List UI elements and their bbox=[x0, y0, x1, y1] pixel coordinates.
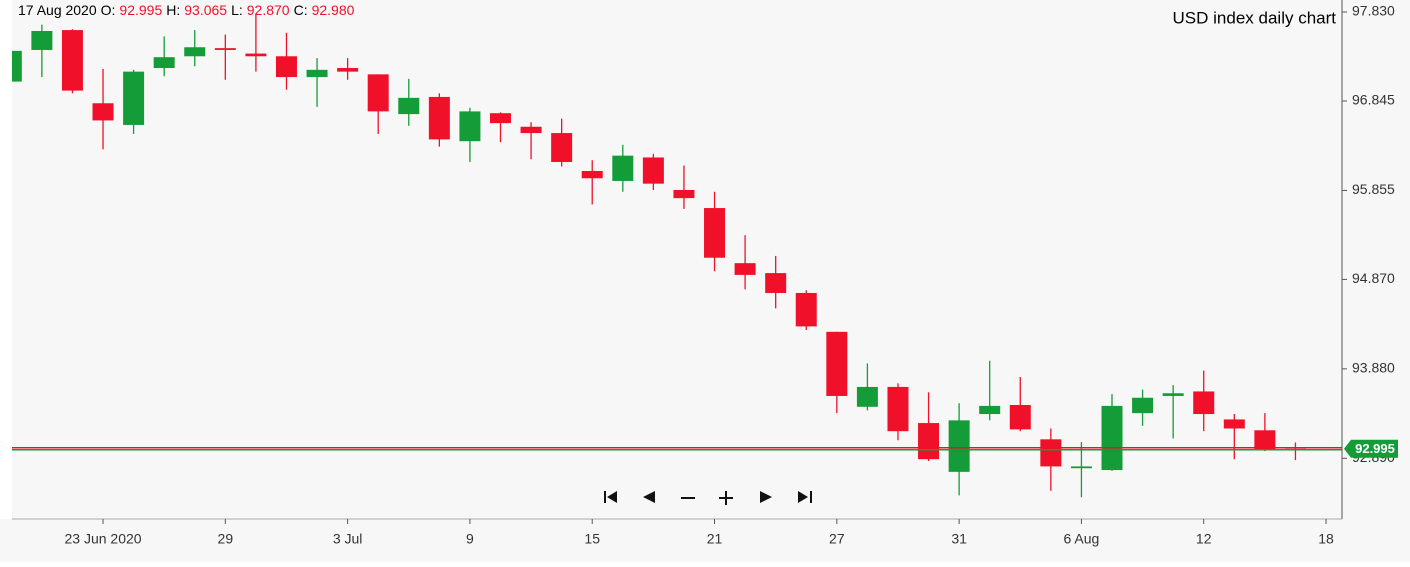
last-price-tag bbox=[1344, 439, 1398, 458]
next-button[interactable] bbox=[755, 487, 777, 509]
candle-body bbox=[918, 423, 940, 460]
candle-body bbox=[1101, 405, 1123, 471]
candle-body bbox=[184, 47, 206, 57]
last-button[interactable] bbox=[794, 487, 816, 509]
x-tick-label: 23 Jun 2020 bbox=[64, 531, 141, 547]
candle-body bbox=[367, 74, 389, 112]
candle-body bbox=[214, 48, 236, 50]
candle-body bbox=[795, 292, 817, 327]
y-tick-label: 96.845 bbox=[1352, 92, 1395, 108]
candle-body bbox=[979, 405, 1001, 415]
header-value: 92.995 bbox=[119, 2, 162, 18]
candle-body bbox=[1223, 419, 1245, 429]
candle-body bbox=[581, 171, 603, 179]
header-date: 17 Aug 2020 bbox=[18, 2, 97, 18]
candle-body bbox=[734, 263, 756, 275]
candle-body bbox=[1009, 404, 1031, 430]
last-price-label: 92.995 bbox=[1355, 441, 1395, 456]
candle-body bbox=[948, 420, 970, 472]
candle-body bbox=[887, 386, 909, 432]
header-value: 92.870 bbox=[247, 2, 290, 18]
candle-body bbox=[398, 97, 420, 115]
candle-body bbox=[123, 71, 145, 125]
zoom-out-button[interactable] bbox=[677, 487, 699, 509]
x-tick-label: 3 Jul bbox=[333, 531, 363, 547]
candle-body bbox=[306, 69, 328, 78]
x-tick-label: 31 bbox=[951, 531, 967, 547]
candle-body bbox=[337, 68, 359, 72]
x-tick-label: 6 Aug bbox=[1064, 531, 1100, 547]
header-value: 93.065 bbox=[184, 2, 227, 18]
header-value: 92.980 bbox=[312, 2, 355, 18]
chart-title: USD index daily chart bbox=[1173, 8, 1337, 27]
candle-body bbox=[642, 157, 664, 184]
candle-body bbox=[31, 30, 53, 50]
candle-body bbox=[245, 53, 267, 57]
header-label: H: bbox=[166, 2, 180, 18]
navigation bbox=[600, 487, 816, 509]
x-tick-label: 12 bbox=[1196, 531, 1212, 547]
y-tick-label: 94.870 bbox=[1352, 270, 1395, 286]
candle-body bbox=[612, 155, 634, 181]
axis-area bbox=[0, 519, 1342, 562]
candle-body bbox=[673, 189, 695, 199]
header-label: C: bbox=[294, 2, 308, 18]
x-tick-label: 29 bbox=[218, 531, 234, 547]
y-tick-label: 95.855 bbox=[1352, 181, 1395, 197]
candle-body bbox=[428, 96, 450, 140]
plot-area bbox=[12, 0, 1342, 519]
y-tick-label: 93.880 bbox=[1352, 360, 1395, 376]
candle-body bbox=[1040, 439, 1062, 467]
first-button[interactable] bbox=[600, 487, 622, 509]
candle-body bbox=[1132, 397, 1154, 414]
prev-button[interactable] bbox=[638, 487, 660, 509]
candle-body bbox=[1162, 393, 1184, 396]
candle-body bbox=[826, 331, 848, 396]
candle-body bbox=[856, 386, 878, 407]
y-tick-label: 97.830 bbox=[1352, 3, 1395, 19]
candle-body bbox=[1070, 466, 1092, 469]
header-label: O: bbox=[101, 2, 116, 18]
x-tick-label: 15 bbox=[584, 531, 600, 547]
candle-body bbox=[490, 113, 511, 124]
x-tick-label: 27 bbox=[829, 531, 845, 547]
x-tick-label: 9 bbox=[466, 531, 474, 547]
x-tick-label: 21 bbox=[707, 531, 723, 547]
axis-area bbox=[1342, 0, 1410, 562]
candle-body bbox=[704, 208, 726, 258]
candle-body bbox=[551, 133, 573, 162]
candle-body bbox=[1193, 391, 1215, 415]
header-label: L: bbox=[231, 2, 243, 18]
candle-body bbox=[12, 50, 22, 82]
candle-body bbox=[1254, 430, 1276, 450]
candle-body bbox=[92, 103, 114, 121]
x-tick-label: 18 bbox=[1318, 531, 1334, 547]
candle-body bbox=[153, 57, 175, 69]
candle-body bbox=[520, 126, 542, 134]
zoom-in-button[interactable] bbox=[715, 487, 737, 509]
ohlc-header: 17 Aug 2020 O: 92.995 H: 93.065 L: 92.870 C: 92.… bbox=[18, 2, 355, 18]
candle-body bbox=[459, 111, 481, 142]
candle-body bbox=[275, 56, 297, 78]
candle-body bbox=[765, 273, 787, 293]
candle-body bbox=[61, 30, 83, 91]
